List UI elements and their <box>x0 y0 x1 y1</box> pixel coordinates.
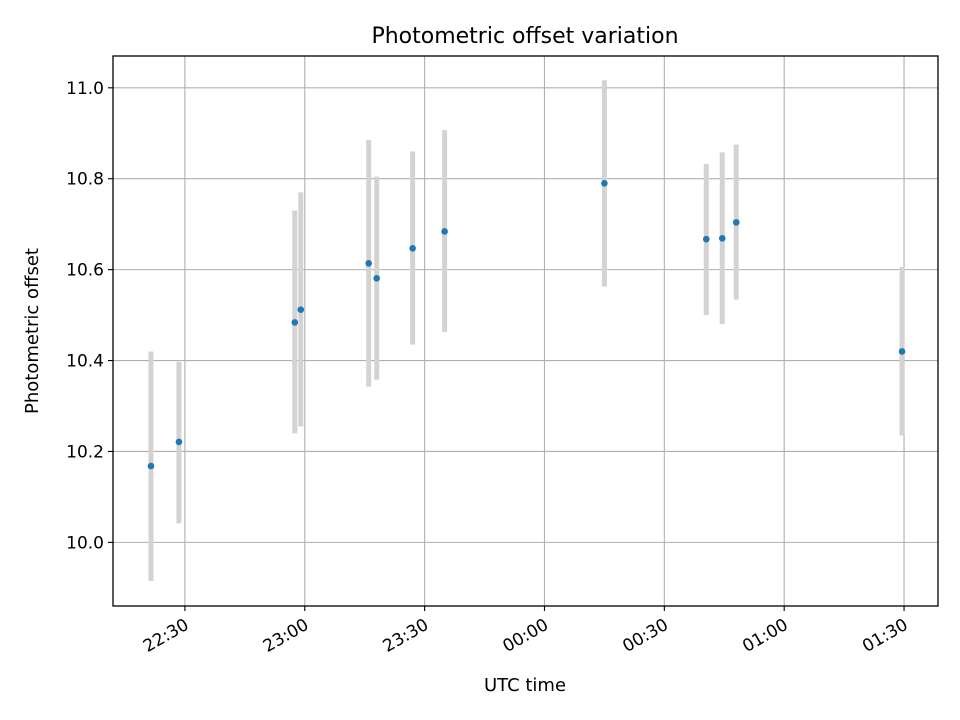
plot-area-frame <box>112 55 939 607</box>
data-point <box>898 348 906 355</box>
y-axis-label: Photometric offset <box>22 248 43 414</box>
y-axis-ticks: 10.0 10.2 10.4 10.6 10.8 11.0 <box>66 79 113 553</box>
data-point <box>718 234 726 242</box>
data-point <box>373 274 380 282</box>
y-tick-label: 10.6 <box>66 261 104 281</box>
data-point <box>441 228 448 235</box>
data-point <box>147 462 155 470</box>
data-point <box>601 179 608 187</box>
y-tick-label: 10.4 <box>66 352 104 372</box>
chart-title: Photometric offset variation <box>371 24 678 49</box>
data-point <box>291 319 299 326</box>
data-point <box>702 235 710 243</box>
y-tick-label: 10.0 <box>66 533 104 553</box>
data-points <box>147 179 906 470</box>
data-point <box>409 244 416 252</box>
x-axis-label: UTC time <box>484 675 566 696</box>
data-point <box>297 306 305 313</box>
data-point <box>732 219 740 226</box>
y-tick-label: 10.2 <box>66 442 104 462</box>
y-tick-label: 11.0 <box>66 79 104 99</box>
data-point <box>365 259 372 267</box>
y-tick-label: 10.8 <box>66 170 104 190</box>
data-point <box>175 438 183 446</box>
grid <box>113 56 938 606</box>
